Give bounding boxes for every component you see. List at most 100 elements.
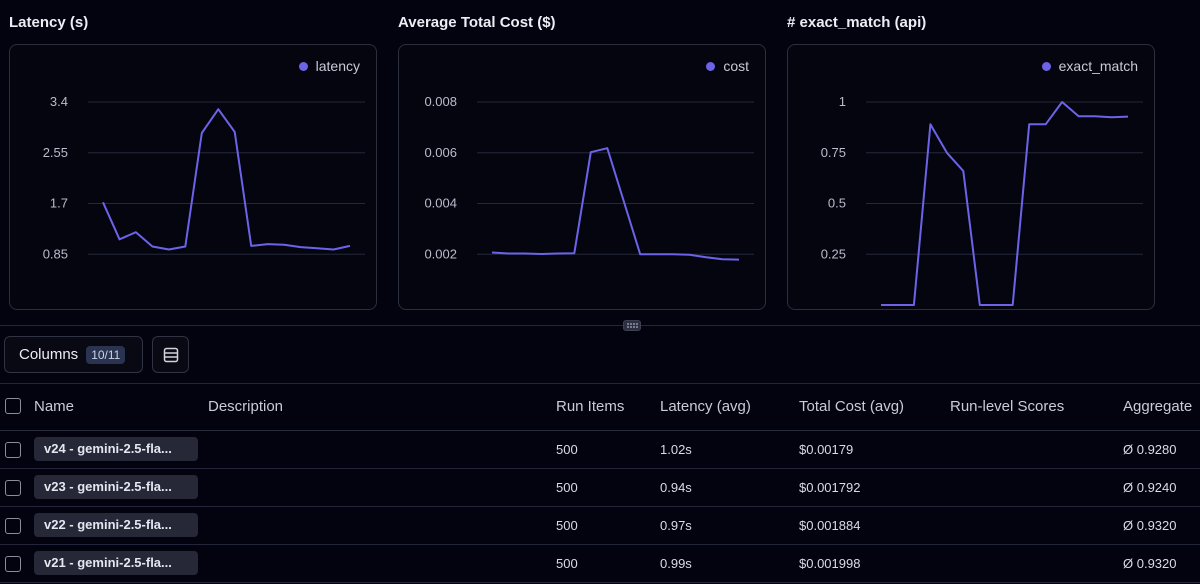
row-checkbox[interactable] bbox=[5, 518, 21, 534]
exact-match-chart-title: # exact_match (api) bbox=[787, 14, 927, 31]
header-scores[interactable]: Run-level Scores bbox=[950, 398, 1065, 415]
table-row[interactable]: v24 - gemini-2.5-fla... 500 1.02s $0.001… bbox=[0, 431, 1200, 469]
exact-match-chart-svg: 1 0.75 0.5 0.25 bbox=[821, 94, 1143, 309]
data-point[interactable] bbox=[976, 301, 984, 309]
table-row[interactable]: v23 - gemini-2.5-fla... 500 0.94s $0.001… bbox=[0, 469, 1200, 507]
data-point[interactable] bbox=[1042, 120, 1050, 128]
run-items: 500 bbox=[556, 556, 578, 571]
table-header: Name Description Run Items Latency (avg)… bbox=[0, 383, 1200, 431]
y-tick-label: 0.006 bbox=[424, 145, 457, 160]
data-point[interactable] bbox=[735, 256, 743, 264]
run-aggregate: Ø 0.9240 bbox=[1123, 480, 1177, 495]
data-point[interactable] bbox=[148, 242, 156, 250]
data-point[interactable] bbox=[910, 301, 918, 309]
run-name-tag[interactable]: v21 - gemini-2.5-fla... bbox=[34, 551, 198, 575]
data-point[interactable] bbox=[99, 198, 107, 206]
panel-divider bbox=[0, 325, 1200, 326]
run-cost: $0.001998 bbox=[799, 556, 861, 571]
exact-match-legend: exact_match bbox=[1041, 58, 1138, 74]
data-point[interactable] bbox=[1058, 98, 1066, 106]
data-point[interactable] bbox=[132, 228, 140, 236]
data-point[interactable] bbox=[214, 105, 222, 113]
data-point[interactable] bbox=[943, 149, 951, 157]
row-layout-button[interactable] bbox=[152, 336, 189, 373]
y-tick-label: 0.85 bbox=[43, 246, 68, 261]
data-point[interactable] bbox=[719, 255, 727, 263]
y-tick-label: 1 bbox=[839, 94, 846, 109]
data-point[interactable] bbox=[346, 242, 354, 250]
data-point[interactable] bbox=[313, 244, 321, 252]
data-point[interactable] bbox=[926, 120, 934, 128]
run-name-tag[interactable]: v24 - gemini-2.5-fla... bbox=[34, 437, 198, 461]
data-point[interactable] bbox=[992, 301, 1000, 309]
latency-series-line[interactable] bbox=[102, 108, 351, 251]
data-point[interactable] bbox=[1124, 113, 1132, 121]
header-name[interactable]: Name bbox=[34, 398, 75, 415]
resize-handle[interactable] bbox=[623, 320, 641, 331]
latency-legend: latency bbox=[298, 58, 360, 74]
data-point[interactable] bbox=[537, 250, 545, 258]
header-latency[interactable]: Latency (avg) bbox=[660, 398, 751, 415]
header-cost[interactable]: Total Cost (avg) bbox=[799, 398, 905, 415]
y-tick-label: 0.5 bbox=[828, 196, 846, 211]
data-point[interactable] bbox=[504, 249, 512, 257]
header-description[interactable]: Description bbox=[208, 398, 284, 415]
data-point[interactable] bbox=[636, 250, 644, 258]
cost-chart-svg: 0.008 0.006 0.004 0.002 bbox=[424, 94, 754, 264]
header-run-items[interactable]: Run Items bbox=[556, 398, 625, 415]
data-point[interactable] bbox=[488, 248, 496, 256]
data-point[interactable] bbox=[554, 249, 562, 257]
row-checkbox[interactable] bbox=[5, 480, 21, 496]
columns-count-badge: 10/11 bbox=[86, 345, 126, 364]
data-point[interactable] bbox=[1075, 112, 1083, 120]
data-point[interactable] bbox=[570, 249, 578, 257]
data-point[interactable] bbox=[603, 144, 611, 152]
data-point[interactable] bbox=[330, 245, 338, 253]
data-point[interactable] bbox=[115, 235, 123, 243]
columns-button[interactable]: Columns 10/11 bbox=[4, 336, 143, 373]
data-point[interactable] bbox=[686, 251, 694, 259]
latency-chart-title: Latency (s) bbox=[9, 14, 89, 31]
data-point[interactable] bbox=[669, 250, 677, 258]
run-items: 500 bbox=[556, 480, 578, 495]
data-point[interactable] bbox=[877, 301, 885, 309]
data-point[interactable] bbox=[653, 250, 661, 258]
data-point[interactable] bbox=[620, 197, 628, 205]
data-point[interactable] bbox=[1025, 120, 1033, 128]
data-point[interactable] bbox=[521, 249, 529, 257]
select-all-checkbox[interactable] bbox=[5, 398, 21, 414]
table-row[interactable]: v21 - gemini-2.5-fla... 500 0.99s $0.001… bbox=[0, 545, 1200, 583]
run-latency: 0.94s bbox=[660, 480, 692, 495]
data-point[interactable] bbox=[893, 301, 901, 309]
data-point[interactable] bbox=[247, 242, 255, 250]
data-point[interactable] bbox=[702, 253, 710, 261]
header-aggregate[interactable]: Aggregate bbox=[1123, 398, 1193, 415]
data-point[interactable] bbox=[1108, 113, 1116, 121]
latency-legend-label: latency bbox=[315, 58, 360, 74]
latency-chart-svg: 3.4 2.55 1.7 0.85 bbox=[43, 94, 365, 261]
data-point[interactable] bbox=[297, 243, 305, 251]
data-point[interactable] bbox=[587, 148, 595, 156]
table-row[interactable]: v22 - gemini-2.5-fla... 500 0.97s $0.001… bbox=[0, 507, 1200, 545]
data-point[interactable] bbox=[1009, 301, 1017, 309]
run-cost: $0.001792 bbox=[799, 480, 861, 495]
data-point[interactable] bbox=[165, 245, 173, 253]
data-point[interactable] bbox=[198, 129, 206, 137]
run-latency: 0.99s bbox=[660, 556, 692, 571]
row-checkbox[interactable] bbox=[5, 442, 21, 458]
data-point[interactable] bbox=[959, 167, 967, 175]
cost-series-line[interactable] bbox=[491, 147, 740, 261]
data-point[interactable] bbox=[280, 241, 288, 249]
row-checkbox[interactable] bbox=[5, 556, 21, 572]
run-cost: $0.00179 bbox=[799, 442, 854, 457]
exact_match-series-line[interactable] bbox=[881, 101, 1129, 306]
data-point[interactable] bbox=[181, 242, 189, 250]
data-point[interactable] bbox=[1091, 112, 1099, 120]
data-point[interactable] bbox=[231, 128, 239, 136]
data-point[interactable] bbox=[264, 240, 272, 248]
y-tick-label: 0.75 bbox=[821, 145, 846, 160]
run-name-tag[interactable]: v23 - gemini-2.5-fla... bbox=[34, 475, 198, 499]
y-tick-label: 0.008 bbox=[424, 94, 457, 109]
run-name-tag[interactable]: v22 - gemini-2.5-fla... bbox=[34, 513, 198, 537]
y-tick-label: 0.002 bbox=[424, 246, 457, 261]
